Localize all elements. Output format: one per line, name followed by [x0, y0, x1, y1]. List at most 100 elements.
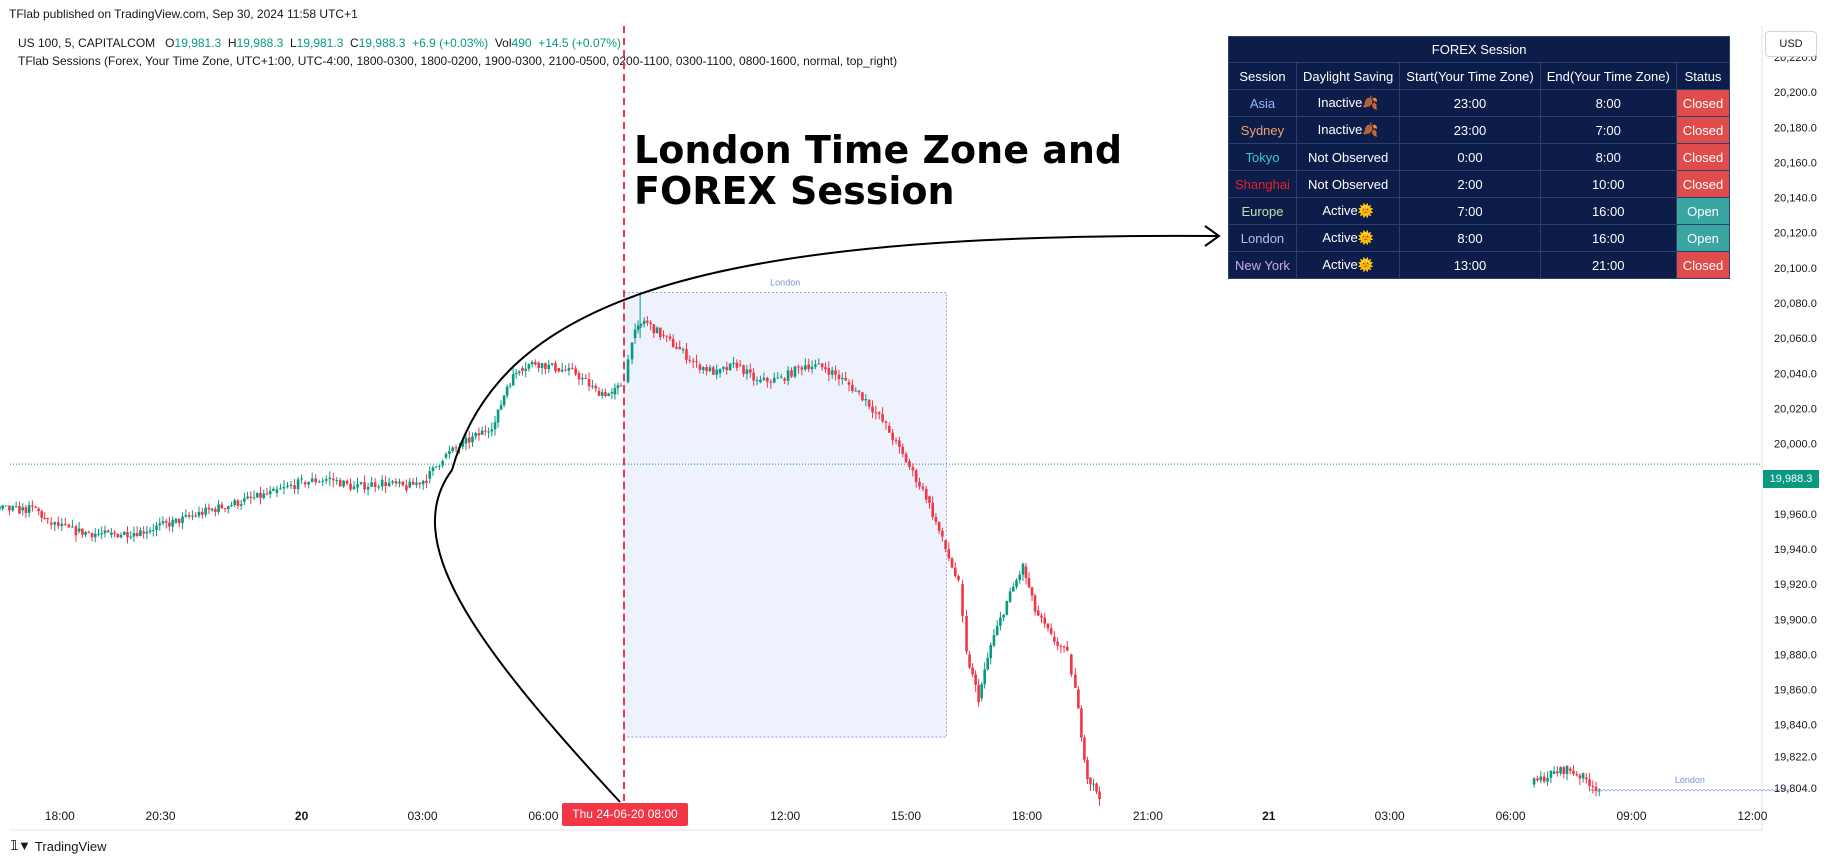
candle: [600, 392, 604, 396]
candle: [591, 385, 594, 387]
session-name: Sydney: [1228, 116, 1297, 144]
candle: [21, 507, 25, 511]
candle: [296, 479, 300, 490]
candle: [894, 440, 898, 442]
candle: [914, 470, 918, 483]
candle: [934, 516, 938, 522]
candle: [1594, 786, 1598, 791]
candle: [487, 431, 490, 433]
candle: [1074, 674, 1077, 688]
candle: [405, 485, 408, 491]
candle: [851, 384, 854, 391]
candle: [103, 530, 107, 534]
candle: [857, 390, 861, 393]
candle: [619, 385, 623, 387]
candle: [239, 504, 243, 506]
price-tick-label: 20,040.0: [1774, 368, 1817, 380]
candle: [898, 440, 901, 447]
session-status: Closed: [1675, 170, 1731, 198]
candle: [762, 377, 766, 380]
candle: [177, 518, 181, 524]
table-row: New York Active🌞 13:00 21:00 Closed: [1228, 251, 1731, 279]
candle: [1008, 591, 1012, 602]
candle: [310, 478, 314, 482]
candle: [524, 368, 527, 371]
session-start: 23:00: [1399, 89, 1541, 117]
session-status: Open: [1675, 224, 1731, 252]
candle: [431, 467, 435, 472]
session-end: 21:00: [1539, 251, 1677, 279]
price-tick-label: 20,000.0: [1774, 439, 1817, 451]
candle: [594, 385, 598, 389]
candle: [90, 533, 94, 538]
candle: [148, 530, 152, 532]
candle: [401, 481, 405, 486]
session-box: [1590, 789, 1790, 792]
session-start: 0:00: [1399, 143, 1541, 171]
candle: [776, 377, 780, 379]
candle: [363, 482, 366, 490]
candle: [8, 505, 11, 511]
candle: [547, 364, 551, 370]
candle: [1591, 786, 1595, 788]
candle: [60, 523, 64, 526]
candle: [391, 481, 394, 483]
candle: [908, 461, 911, 468]
time-tick-label: 21:00: [1133, 809, 1163, 823]
candle: [303, 482, 307, 485]
candle: [797, 366, 800, 368]
candle: [759, 379, 762, 383]
candle: [194, 515, 198, 517]
indicator-label[interactable]: TFlab Sessions (Forex, Your Time Zone, U…: [18, 54, 898, 68]
candle: [597, 390, 601, 396]
candle: [971, 667, 974, 675]
tradingview-logo[interactable]: 𝟙▼ TradingView: [10, 838, 106, 854]
candle: [675, 347, 678, 349]
header-status: Status: [1675, 62, 1731, 90]
candle: [918, 482, 921, 487]
candle: [655, 327, 659, 334]
price-tick-label: 19,822.0: [1774, 751, 1817, 763]
candle: [53, 522, 57, 525]
candle: [132, 533, 136, 537]
candle: [246, 496, 249, 499]
candle: [745, 369, 749, 375]
candle: [204, 507, 207, 515]
candle: [249, 496, 253, 498]
candle: [1011, 586, 1015, 592]
candle: [408, 481, 412, 488]
open-label: O: [165, 36, 175, 50]
crosshair-date-badge: Thu 24-06-20 08:00: [562, 803, 688, 826]
change-value: +6.9 (+0.03%): [412, 36, 489, 50]
candle: [4, 505, 8, 507]
session-name: London: [1228, 224, 1297, 252]
candle: [259, 492, 262, 498]
forex-session-table: FOREX Session Session Daylight Saving St…: [1227, 36, 1731, 279]
time-tick-label: 15:00: [891, 809, 921, 823]
candle: [928, 496, 931, 503]
candle: [243, 498, 246, 502]
candle: [335, 479, 339, 481]
candle: [97, 533, 100, 535]
candle: [191, 515, 194, 517]
candle: [1024, 566, 1028, 578]
currency-selector[interactable]: USD: [1765, 31, 1817, 57]
price-tick-label: 20,160.0: [1774, 157, 1817, 169]
symbol-label[interactable]: US 100, 5, CAPITALCOM: [18, 36, 156, 50]
candle: [1568, 768, 1572, 771]
candle: [534, 362, 537, 365]
candle: [67, 524, 71, 528]
candle: [1027, 577, 1031, 588]
candle: [992, 635, 996, 646]
candle: [937, 521, 941, 531]
candle: [84, 531, 87, 535]
time-tick-label: 21: [1262, 809, 1276, 823]
headline-line-1: London Time Zone and: [634, 128, 1123, 172]
candle: [46, 518, 50, 520]
time-tick-label: 12:00: [1737, 809, 1767, 823]
candle: [151, 530, 155, 532]
high-value: 19,988.3: [236, 36, 284, 50]
candle: [685, 349, 688, 360]
candle: [461, 440, 465, 447]
